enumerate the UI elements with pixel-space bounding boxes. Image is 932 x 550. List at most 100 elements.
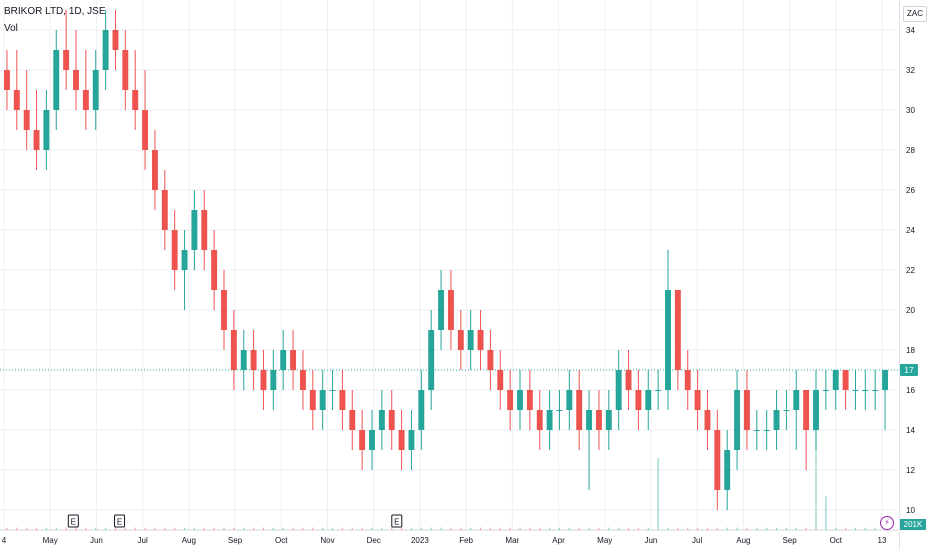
candle: [270, 350, 277, 410]
candle-body: [102, 30, 109, 70]
currency-badge[interactable]: ZAC: [903, 6, 927, 22]
candle: [595, 390, 602, 450]
volume-bar: [766, 527, 768, 530]
candle-body: [605, 410, 612, 430]
earnings-markers: E EE: [67, 514, 403, 528]
volume-bar: [243, 527, 245, 530]
volume-bar: [302, 527, 304, 530]
volume-bar: [26, 527, 28, 530]
earnings-box: [114, 514, 126, 528]
candle-body: [349, 410, 356, 430]
volume-indicator-label[interactable]: Vol: [4, 23, 18, 34]
candle-body: [526, 390, 533, 410]
candle-body: [684, 370, 691, 390]
volume-bar: [687, 527, 689, 530]
candle-body: [487, 350, 494, 370]
candle-body: [645, 390, 652, 410]
volume-bar: [65, 527, 67, 530]
candle-body: [655, 390, 662, 391]
candle: [102, 10, 109, 90]
candle: [645, 370, 652, 430]
candle: [369, 410, 375, 470]
time-tick-label: Feb: [459, 536, 473, 545]
candle-body: [230, 330, 237, 370]
volume-bar: [401, 527, 403, 530]
candle: [586, 390, 593, 490]
volume-bar: [598, 527, 600, 530]
volume-bar: [282, 527, 284, 530]
candle-body: [319, 390, 326, 410]
volume-bar: [213, 527, 215, 530]
volume-bar: [341, 527, 343, 530]
volume-bar: [588, 527, 590, 530]
earnings-box: [391, 514, 403, 528]
price-tick-label: 18: [906, 346, 915, 355]
candle: [211, 230, 218, 310]
lightning-icon[interactable]: ⚡: [880, 516, 894, 530]
earnings-label: E: [394, 518, 399, 527]
candle-body: [447, 290, 454, 330]
earnings-marker: E: [67, 514, 79, 528]
time-tick-label: Apr: [552, 536, 565, 545]
candle-body: [3, 70, 10, 90]
volume-bar: [371, 527, 373, 530]
price-tick-label: 24: [906, 226, 915, 235]
volume-bar: [322, 527, 324, 530]
candle: [793, 370, 800, 450]
time-tick-label: Mar: [505, 536, 519, 545]
volume-bar: [716, 527, 718, 530]
candle: [151, 130, 158, 210]
candle: [546, 390, 553, 450]
candle-body: [142, 110, 149, 150]
candle: [388, 390, 395, 450]
candle: [191, 190, 198, 270]
volume-bar: [253, 527, 255, 530]
candle: [832, 370, 839, 410]
candle: [497, 350, 504, 410]
candle-body: [763, 430, 770, 431]
candle-body: [753, 430, 760, 431]
candle-body: [408, 430, 415, 450]
candle-body: [635, 390, 642, 410]
time-tick-label: 13: [878, 536, 887, 545]
candle: [349, 390, 356, 450]
time-tick-label: Oct: [830, 536, 843, 545]
candle-body: [82, 90, 89, 110]
volume-bar: [233, 527, 235, 530]
volume-bar: [578, 527, 580, 530]
candle-body: [862, 390, 869, 391]
candle-body: [221, 290, 227, 330]
price-tick-label: 28: [906, 146, 915, 155]
time-tick-label: Jul: [138, 536, 148, 545]
candle: [842, 370, 849, 410]
candle-body: [438, 290, 445, 330]
candle: [665, 250, 671, 410]
volume-bar: [85, 527, 87, 530]
candle: [625, 350, 632, 410]
candle-body: [270, 370, 277, 390]
candle: [171, 210, 178, 290]
time-tick-label: Jul: [692, 536, 702, 545]
time-tick-label: Aug: [736, 536, 750, 545]
candle-body: [882, 370, 889, 390]
volume-bar: [45, 527, 47, 530]
volume-bar: [440, 527, 442, 530]
candle-body: [388, 410, 395, 430]
volume-bar: [272, 527, 274, 530]
candle: [23, 70, 30, 150]
candle: [566, 370, 573, 430]
volume-bar: [75, 527, 77, 530]
candle-body: [546, 410, 553, 430]
volume-bar: [746, 527, 748, 530]
candle: [862, 370, 869, 410]
volume-bar: [430, 527, 432, 530]
volume-bar: [105, 527, 107, 530]
candle-body: [23, 110, 30, 130]
volume-bar: [756, 527, 758, 530]
candle: [260, 350, 267, 410]
candle: [763, 410, 770, 450]
candle: [773, 390, 780, 450]
candle-body: [53, 50, 60, 110]
candle-body: [665, 290, 671, 390]
